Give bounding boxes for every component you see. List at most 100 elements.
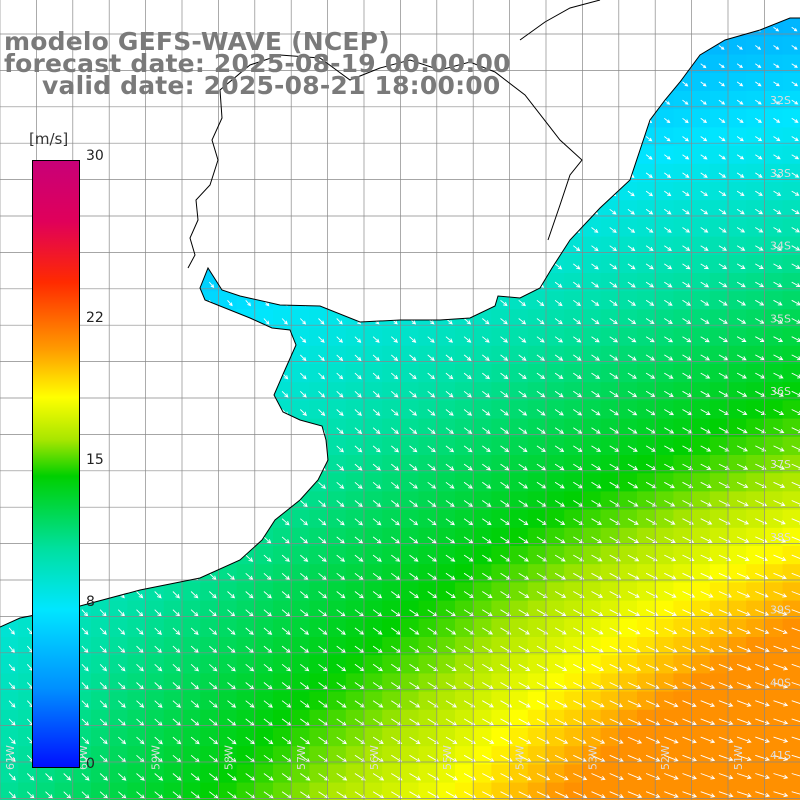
wind-arrow: [627, 445, 638, 452]
wind-cell: [145, 218, 165, 238]
wind-cell: [163, 400, 183, 420]
wind-arrow: [682, 663, 697, 671]
wind-arrow: [227, 227, 233, 234]
wind-arrow: [536, 154, 543, 160]
wind-arrow: [136, 190, 141, 197]
wind-arrow: [682, 263, 691, 270]
wind-arrow: [664, 754, 679, 762]
wind-arrow: [627, 518, 639, 525]
wind-arrow: [791, 45, 798, 50]
wind-arrow: [245, 627, 254, 635]
wind-arrow: [609, 281, 618, 288]
wind-arrow: [500, 172, 507, 179]
wind-arrow: [445, 736, 458, 744]
wind-arrow: [409, 554, 419, 562]
wind-arrow: [372, 190, 379, 197]
wind-arrow: [664, 463, 675, 470]
wind-arrow: [445, 154, 452, 160]
wind-cell: [473, 291, 492, 310]
wind-cell: [0, 218, 19, 238]
wind-cell: [72, 782, 92, 800]
wind-arrow: [372, 336, 380, 343]
wind-arrow: [428, 9, 431, 13]
wind-cell: [782, 18, 800, 19]
wind-cell: [782, 127, 800, 147]
wind-arrow: [554, 99, 561, 106]
wind-arrow: [609, 390, 619, 398]
wind-cell: [218, 145, 238, 165]
wind-cell: [127, 291, 147, 310]
wind-arrow: [773, 536, 787, 543]
wind-arrow: [445, 26, 451, 32]
wind-arrow: [609, 354, 619, 361]
wind-arrow: [263, 445, 271, 453]
wind-arrow: [136, 118, 140, 124]
wind-cell: [782, 728, 800, 747]
wind-arrow: [591, 773, 606, 781]
wind-arrow: [81, 736, 90, 745]
wind-arrow: [500, 263, 508, 270]
wind-arrow: [554, 645, 567, 653]
wind-arrow: [299, 299, 306, 307]
wind-arrow: [318, 299, 325, 307]
wind-arrow: [791, 572, 800, 580]
wind-cell: [145, 546, 165, 565]
wind-arrow: [500, 463, 510, 471]
wind-arrow: [791, 736, 800, 743]
wind-arrow: [445, 518, 455, 526]
wind-arrow: [664, 390, 674, 397]
wind-cell: [109, 254, 128, 274]
wind-arrow: [700, 445, 712, 452]
wind-cell: [782, 327, 800, 347]
wind-arrow: [409, 136, 415, 142]
wind-cell: [364, 782, 383, 800]
wind-arrow: [263, 591, 272, 599]
wind-arrow: [208, 354, 215, 362]
wind-arrow: [281, 336, 288, 343]
wind-arrow: [8, 609, 15, 617]
wind-arrow: [736, 682, 752, 689]
wind-arrow: [791, 427, 800, 434]
wind-cell: [782, 72, 800, 92]
wind-arrow: [27, 9, 29, 13]
wind-arrow: [627, 227, 636, 233]
wind-arrow: [154, 518, 162, 526]
wind-arrow: [755, 245, 764, 251]
wind-arrow: [190, 773, 201, 781]
wind-arrow: [700, 372, 711, 379]
wind-arrow: [700, 81, 707, 87]
wind-arrow: [609, 791, 624, 799]
wind-arrow: [64, 9, 66, 13]
wind-arrow: [354, 427, 363, 435]
wind-arrow: [737, 9, 742, 13]
wind-arrow: [773, 390, 784, 397]
wind-cell: [782, 163, 800, 183]
wind-arrow: [208, 445, 216, 453]
wind-arrow: [26, 245, 31, 252]
wind-arrow: [336, 663, 347, 672]
wind-arrow: [518, 591, 530, 598]
wind-arrow: [281, 536, 290, 544]
wind-arrow: [81, 500, 88, 508]
wind-arrow: [445, 227, 452, 234]
wind-arrow: [736, 518, 750, 525]
wind-arrow: [391, 700, 402, 708]
wind-arrow: [190, 263, 196, 270]
wind-arrow: [700, 263, 709, 270]
wind-arrow: [791, 99, 799, 105]
wind-arrow: [755, 227, 764, 233]
wind-arrow: [736, 299, 747, 306]
wind-arrow: [281, 427, 289, 435]
wind-arrow: [736, 372, 747, 379]
wind-arrow: [609, 773, 624, 781]
wind-arrow: [172, 481, 180, 489]
wind-cell: [309, 145, 329, 165]
wind-arrow: [718, 136, 726, 142]
wind-arrow: [518, 26, 524, 32]
wind-arrow: [500, 354, 509, 361]
colorbar-tick-label: 8: [86, 593, 95, 610]
wind-arrow: [573, 554, 585, 562]
wind-arrow: [518, 445, 528, 453]
wind-cell: [582, 145, 602, 165]
wind-arrow: [281, 554, 290, 562]
